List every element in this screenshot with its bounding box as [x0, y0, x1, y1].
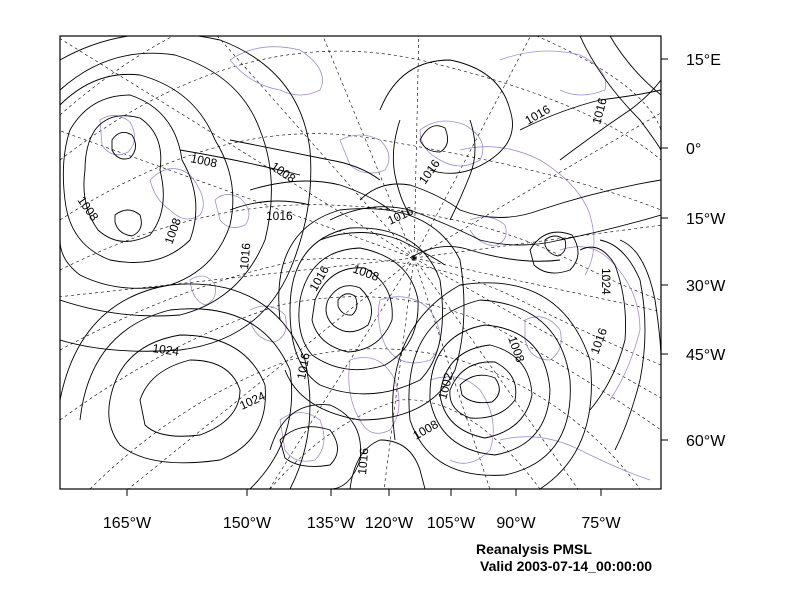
contour-label: 1008: [162, 216, 184, 246]
contour-label: 1016: [523, 102, 553, 128]
lon-label: 165°W: [103, 515, 152, 532]
map-frame: [59, 35, 662, 490]
lon-label: 150°W: [223, 515, 272, 532]
contour-label: 1008: [351, 262, 381, 284]
contour-label: 1008: [75, 194, 102, 224]
lat-label: 15°E: [686, 52, 721, 69]
contour-label: 1016: [266, 209, 293, 223]
graticule: [60, 36, 661, 489]
contour-label: 1016: [588, 326, 610, 356]
lon-label: 105°W: [427, 515, 476, 532]
contour-label: 1024: [599, 268, 613, 295]
pressure-contours: [60, 36, 661, 489]
valid-time: Valid 2003-07-14_00:00:00: [480, 558, 653, 574]
contour-label: 1016: [589, 96, 610, 126]
contour-label: 1024: [152, 341, 181, 359]
contour-labels: 1008 1008 1008 1008 1016 1016 1016 1016 …: [75, 96, 613, 475]
right-axis: 15°E 0° 15°W 30°W 45°W 60°W: [661, 52, 726, 450]
lat-label: 45°W: [686, 347, 726, 364]
lon-label: 120°W: [365, 515, 414, 532]
lat-label: 0°: [686, 141, 701, 158]
lon-label: 135°W: [307, 515, 356, 532]
lat-label: 15°W: [686, 211, 726, 228]
contour-label: 1016: [294, 351, 312, 380]
lat-label: 30°W: [686, 278, 726, 295]
contour-label: 1016: [355, 447, 371, 475]
contour-label: 1016: [416, 157, 443, 187]
lon-label: 90°W: [496, 515, 536, 532]
map-title: Reanalysis PMSL: [476, 541, 592, 557]
coastlines: [99, 46, 651, 481]
bottom-axis: 165°W 150°W 135°W 120°W 105°W 90°W 75°W: [103, 489, 622, 532]
contour-label: 1002: [435, 371, 456, 401]
lon-label: 75°W: [581, 515, 621, 532]
lat-label: 60°W: [686, 433, 726, 450]
contour-label: 1008: [505, 334, 527, 364]
contour-label: 1024: [237, 389, 267, 413]
contour-label: 1008: [189, 151, 218, 170]
contour-label: 1016: [237, 242, 253, 270]
contour-label: 1008: [411, 417, 441, 443]
